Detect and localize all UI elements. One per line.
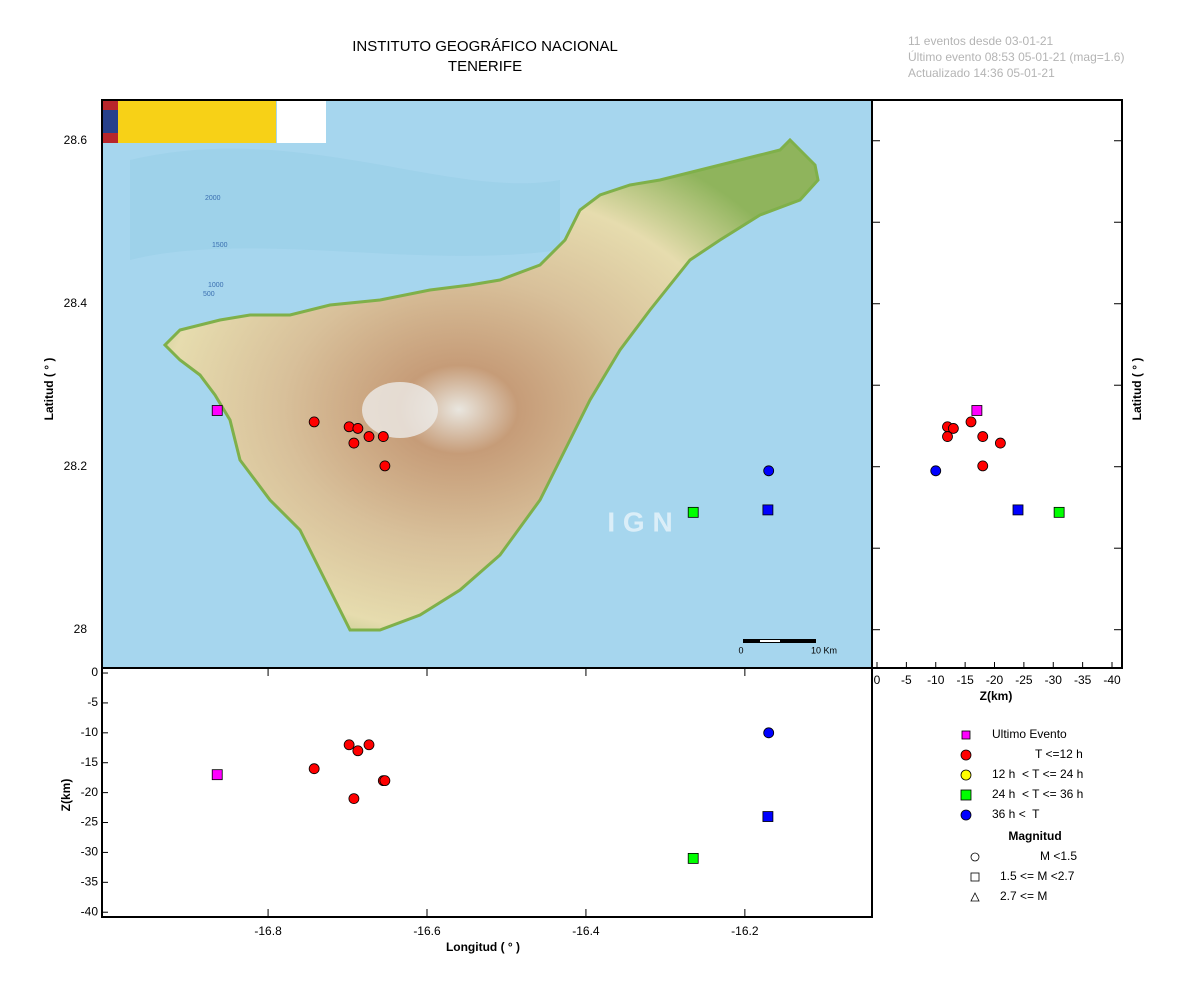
contour-label: 2000 — [205, 195, 221, 202]
legend-label: T <=12 h — [1035, 747, 1083, 761]
circle-marker — [960, 769, 972, 781]
watermark: I G N — [607, 506, 672, 537]
z-axis-label: Z(km) — [980, 689, 1013, 703]
circle-marker — [379, 460, 391, 472]
x-tick-label: -16.6 — [413, 924, 441, 938]
z-tick-label: -5 — [87, 695, 98, 709]
circle-marker — [977, 460, 989, 472]
z-tick-label: 0 — [91, 665, 98, 679]
z-tick-label: -30 — [81, 845, 99, 859]
x-tick-label: -16.2 — [731, 924, 759, 938]
depth-lon-frame — [101, 667, 873, 918]
circle-marker — [994, 437, 1006, 449]
square-marker — [687, 506, 699, 518]
scale-label: 10 Km — [811, 645, 837, 655]
square-marker — [687, 852, 699, 864]
legend-label: 2.7 <= M — [1000, 889, 1047, 903]
info-line: Actualizado 14:36 05-01-21 — [908, 66, 1055, 80]
y-tick-label: 28 — [74, 622, 88, 636]
circle-marker — [947, 423, 959, 434]
x-axis-label: Longitud ( ° ) — [446, 940, 520, 954]
info-line: Último evento 08:53 05-01-21 (mag=1.6) — [908, 49, 1124, 64]
subtitle: TENERIFE — [448, 58, 522, 75]
circle-marker — [977, 431, 989, 442]
legend-label: Ultimo Evento — [992, 727, 1067, 741]
x-tick-label: -16.8 — [254, 924, 282, 938]
z-tick-label: -5 — [901, 673, 912, 687]
z-tick-label: -35 — [1074, 673, 1092, 687]
info-line: 11 eventos desde 03-01-21 — [908, 34, 1054, 48]
square-marker — [970, 872, 980, 882]
contour-label: 1500 — [212, 242, 228, 249]
circle-marker — [377, 431, 389, 442]
circle-marker — [379, 775, 391, 787]
circle-marker — [363, 739, 375, 751]
circle-marker — [308, 763, 320, 775]
square-marker — [971, 405, 983, 416]
circle-marker — [343, 421, 355, 433]
z-tick-label: -10 — [927, 673, 945, 687]
z-tick-label: -40 — [81, 904, 99, 918]
circle-marker — [352, 745, 364, 757]
z-tick-label: -20 — [986, 673, 1004, 687]
square-marker — [1053, 506, 1065, 518]
y-axis-label: Latitud ( ° ) — [1130, 358, 1144, 421]
depth-lat-frame — [871, 99, 1123, 669]
z-axis-label: Z(km) — [59, 779, 73, 812]
y-tick-label: 28.4 — [64, 296, 88, 310]
z-tick-label: 0 — [874, 673, 881, 687]
legend-label: 1.5 <= M <2.7 — [1000, 869, 1075, 883]
circle-marker — [965, 416, 977, 428]
circle-marker — [763, 465, 775, 477]
square-marker — [762, 811, 774, 822]
x-tick-label: -16.4 — [572, 924, 600, 938]
square-marker — [1012, 504, 1024, 516]
z-tick-label: -30 — [1045, 673, 1063, 687]
circle-marker — [942, 431, 953, 442]
square-marker — [960, 789, 972, 801]
z-tick-label: -15 — [81, 755, 99, 769]
circle-marker — [960, 749, 972, 761]
square-marker — [211, 405, 223, 416]
z-tick-label: -15 — [956, 673, 974, 687]
legend-label: 24 h < T <= 36 h — [992, 787, 1083, 801]
z-tick-label: -40 — [1103, 673, 1121, 687]
circle-marker — [348, 437, 360, 449]
circle-marker — [363, 431, 375, 442]
y-tick-label: 28.6 — [64, 133, 88, 147]
circle-marker — [352, 423, 364, 434]
circle-marker — [763, 727, 775, 739]
circle-marker — [348, 793, 360, 804]
circle-marker — [343, 739, 355, 751]
y-tick-label: 28.2 — [64, 459, 88, 473]
y-axis-label: Latitud ( ° ) — [42, 358, 56, 421]
map-background — [102, 100, 872, 668]
scale-label: 0 — [738, 645, 743, 655]
legend-label: 36 h < T — [992, 807, 1040, 821]
square-marker — [961, 730, 971, 740]
circle-marker — [960, 809, 972, 821]
z-tick-label: -25 — [81, 815, 99, 829]
circle-marker — [970, 852, 980, 862]
square-marker — [211, 769, 223, 781]
contour-label: 1000 — [208, 282, 224, 289]
z-tick-label: -20 — [81, 785, 99, 799]
contour-label: 500 — [203, 291, 215, 298]
legend-label: 12 h < T <= 24 h — [992, 767, 1083, 781]
triangle-marker — [970, 892, 980, 902]
legend-label: M <1.5 — [1040, 849, 1077, 863]
square-marker — [762, 504, 774, 516]
circle-marker — [308, 416, 320, 428]
legend-title: Magnitud — [1008, 829, 1061, 843]
z-tick-label: -35 — [81, 874, 99, 888]
circle-marker — [930, 465, 942, 477]
z-tick-label: -25 — [1015, 673, 1033, 687]
z-tick-label: -10 — [81, 725, 99, 739]
title: INSTITUTO GEOGRÁFICO NACIONAL — [352, 38, 618, 55]
